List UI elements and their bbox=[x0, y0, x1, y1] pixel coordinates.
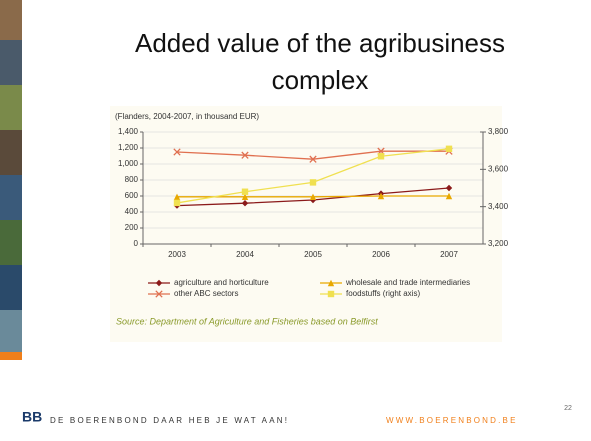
y2-tick-label: 3,200 bbox=[488, 239, 509, 248]
legend-label: other ABC sectors bbox=[174, 289, 238, 298]
y-tick-label: 200 bbox=[125, 223, 139, 232]
data-point bbox=[377, 153, 385, 160]
x-tick-label: 2004 bbox=[236, 250, 254, 259]
y-tick-label: 600 bbox=[125, 191, 139, 200]
data-point bbox=[445, 192, 453, 200]
footer-slogan: DE BOERENBOND DAAR HEB JE WAT AAN! bbox=[50, 416, 289, 425]
x-tick-label: 2006 bbox=[372, 250, 390, 259]
data-point bbox=[173, 193, 181, 200]
y-tick-label: 1,200 bbox=[118, 143, 139, 152]
data-point bbox=[241, 193, 249, 200]
data-point bbox=[241, 200, 249, 207]
data-point bbox=[241, 188, 249, 195]
y2-tick-label: 3,600 bbox=[488, 164, 509, 173]
x-tick-label: 2003 bbox=[168, 250, 186, 259]
legend-marker bbox=[155, 290, 163, 298]
data-point bbox=[445, 184, 453, 192]
data-point bbox=[173, 199, 181, 207]
x-tick-label: 2007 bbox=[440, 250, 458, 259]
slide-title: Added value of the agribusiness complex bbox=[135, 28, 505, 95]
source-note: Source: Department of Agriculture and Fi… bbox=[116, 316, 378, 326]
data-point bbox=[309, 155, 317, 163]
legend-label: agriculture and horticulture bbox=[174, 278, 269, 287]
data-point bbox=[309, 179, 317, 186]
y-tick-label: 1,000 bbox=[118, 159, 139, 168]
data-point bbox=[445, 145, 453, 152]
logo: BB bbox=[22, 409, 42, 425]
photo-strip bbox=[0, 0, 22, 360]
data-point bbox=[241, 151, 249, 159]
legend-marker bbox=[155, 279, 163, 287]
x-tick-label: 2005 bbox=[304, 250, 322, 259]
data-point bbox=[309, 193, 317, 200]
footer-url: WWW.BOERENBOND.BE bbox=[386, 416, 518, 425]
data-point bbox=[377, 192, 385, 200]
y-tick-label: 1,400 bbox=[118, 127, 139, 136]
y-tick-label: 800 bbox=[125, 175, 139, 184]
chart-subtitle: (Flanders, 2004-2007, in thousand EUR) bbox=[115, 112, 259, 121]
page-number: 22 bbox=[564, 405, 572, 412]
legend-label: wholesale and trade intermediaries bbox=[345, 278, 470, 287]
y2-tick-label: 3,800 bbox=[488, 127, 509, 136]
legend-marker bbox=[327, 290, 335, 298]
y-tick-label: 0 bbox=[134, 239, 139, 248]
legend-label: foodstuffs (right axis) bbox=[346, 289, 420, 298]
y-tick-label: 400 bbox=[125, 207, 139, 216]
legend-marker bbox=[327, 279, 335, 287]
data-point bbox=[173, 148, 181, 156]
y2-tick-label: 3,400 bbox=[488, 202, 509, 211]
chart-panel bbox=[110, 106, 502, 342]
